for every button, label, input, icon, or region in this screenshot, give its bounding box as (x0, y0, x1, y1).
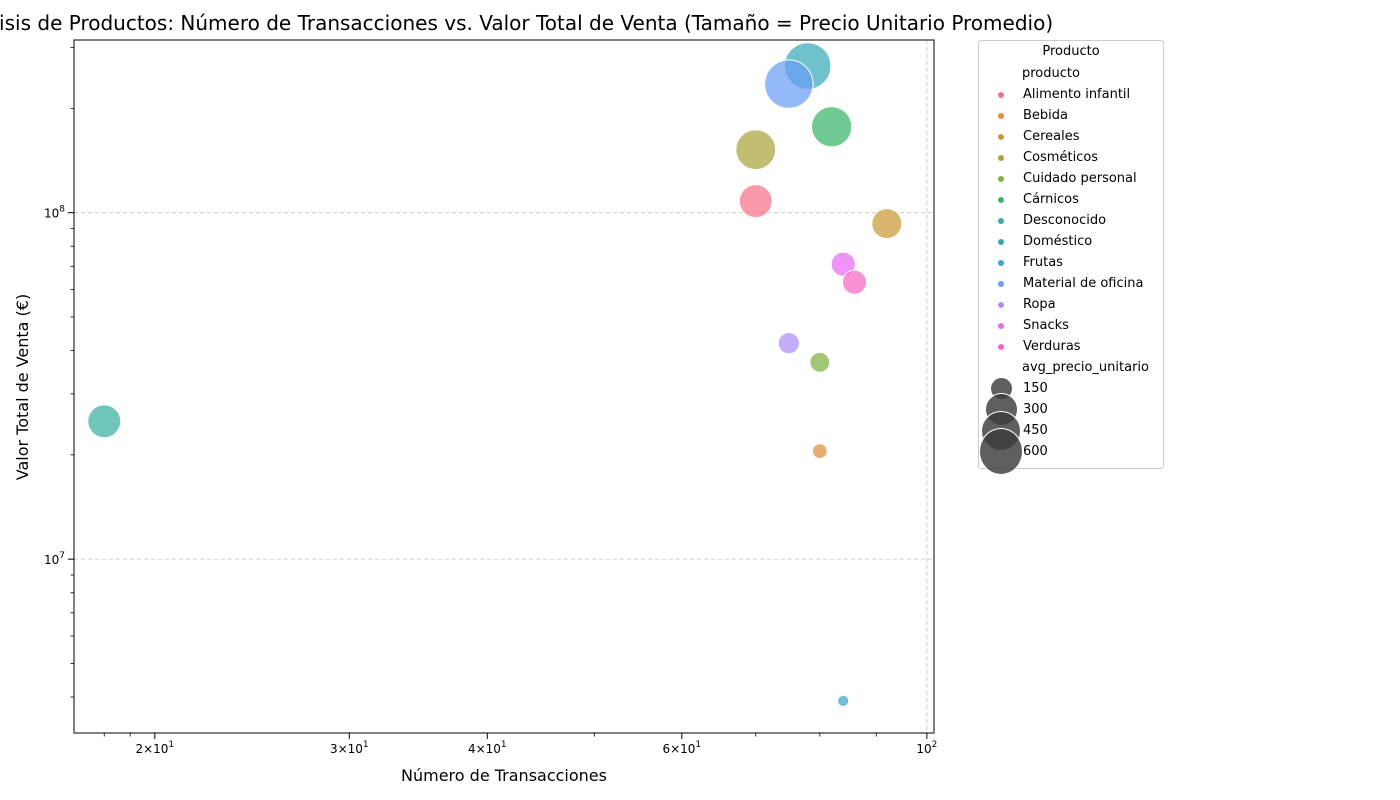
scatter-point (738, 184, 773, 219)
x-axis-label: Número de Transacciones (401, 766, 607, 785)
x-tick-label: 2×101 (135, 740, 174, 756)
legend-label: Ropa (1023, 297, 1056, 312)
legend-label: Desconocido (1023, 213, 1107, 228)
legend-hue-header: producto (1022, 66, 1080, 81)
legend-hue-entries: Alimento infantil Bebida Cereales Cosmético… (979, 84, 1163, 357)
legend-entry: Snacks (979, 315, 1163, 336)
legend-label: Doméstico (1023, 234, 1093, 249)
legend-label: Frutas (1023, 255, 1063, 270)
legend-size-label: 600 (1023, 444, 1048, 459)
legend-entry: Frutas (979, 252, 1163, 273)
legend-entry: Cosméticos (979, 147, 1163, 168)
legend-size-label: 450 (1023, 423, 1048, 438)
legend-entry: Ropa (979, 294, 1163, 315)
legend-size-label: 150 (1023, 381, 1048, 396)
legend-entry: Alimento infantil (979, 84, 1163, 105)
legend-entry: Cereales (979, 126, 1163, 147)
legend-size-header: avg_precio_unitario (1022, 360, 1149, 375)
scatter-point (764, 59, 814, 109)
legend-size-label: 300 (1023, 402, 1048, 417)
legend-marker (979, 301, 1023, 308)
legend-marker (979, 154, 1023, 161)
scatter-point (830, 251, 856, 277)
legend-marker (979, 91, 1023, 98)
y-tick-label: 108 (44, 205, 65, 221)
legend-entry: Desconocido (979, 210, 1163, 231)
scatter-point (811, 106, 853, 148)
legend-entry: Cárnicos (979, 189, 1163, 210)
y-tick-label: 107 (44, 551, 65, 567)
legend-marker (979, 175, 1023, 182)
legend-label: Material de oficina (1023, 276, 1144, 291)
scatter-point (811, 443, 828, 460)
scatter-point (841, 269, 868, 295)
legend-marker (979, 217, 1023, 224)
legend-entry: Bebida (979, 105, 1163, 126)
legend-label: Cosméticos (1023, 150, 1099, 165)
legend-marker (979, 238, 1023, 245)
scatter-point (809, 351, 831, 373)
y-axis-label: Valor Total de Venta (€) (13, 294, 32, 480)
scatter-point (87, 404, 122, 439)
legend-label: Alimento infantil (1023, 87, 1131, 102)
y-axis-ticks: 107 108 (44, 46, 74, 698)
legend-marker (979, 280, 1023, 287)
x-tick-label: 102 (916, 740, 937, 756)
scatter-point (871, 208, 903, 240)
legend-marker (979, 343, 1023, 350)
legend-entry: Material de oficina (979, 273, 1163, 294)
legend-label: Verduras (1023, 339, 1081, 354)
plot-area-frame (73, 39, 935, 734)
legend-marker (979, 322, 1023, 329)
x-tick-label: 6×101 (662, 740, 701, 756)
legend-label: Cereales (1023, 129, 1080, 144)
legend-marker (979, 133, 1023, 140)
scatter-point (777, 332, 800, 355)
legend: Producto producto Alimento infantil Bebid… (978, 40, 1164, 475)
legend-label: Cárnicos (1023, 192, 1079, 207)
legend-label: Snacks (1023, 318, 1069, 333)
legend-entry: Verduras (979, 336, 1163, 357)
scatter-point (837, 694, 850, 707)
legend-label: Cuidado personal (1023, 171, 1137, 186)
scatter-points (87, 42, 903, 707)
legend-label: Bebida (1023, 108, 1068, 123)
legend-size-entry: 600 (979, 428, 1163, 475)
legend-size-marker (979, 428, 1023, 475)
x-tick-label: 3×101 (330, 740, 369, 756)
legend-size-entries: 150 300 450 600 (979, 377, 1163, 475)
x-tick-label: 4×101 (468, 740, 507, 756)
x-axis-ticks: 2×101 3×101 4×101 6×101 102 (103, 733, 937, 756)
legend-title: Producto (1042, 44, 1100, 59)
legend-marker (979, 196, 1023, 203)
legend-entry: Cuidado personal (979, 168, 1163, 189)
gridlines (74, 40, 934, 733)
legend-entry: Doméstico (979, 231, 1163, 252)
legend-marker (979, 112, 1023, 119)
chart-title: Análisis de Productos: Número de Transac… (0, 11, 1053, 35)
legend-marker (979, 259, 1023, 266)
scatter-point (735, 129, 777, 171)
